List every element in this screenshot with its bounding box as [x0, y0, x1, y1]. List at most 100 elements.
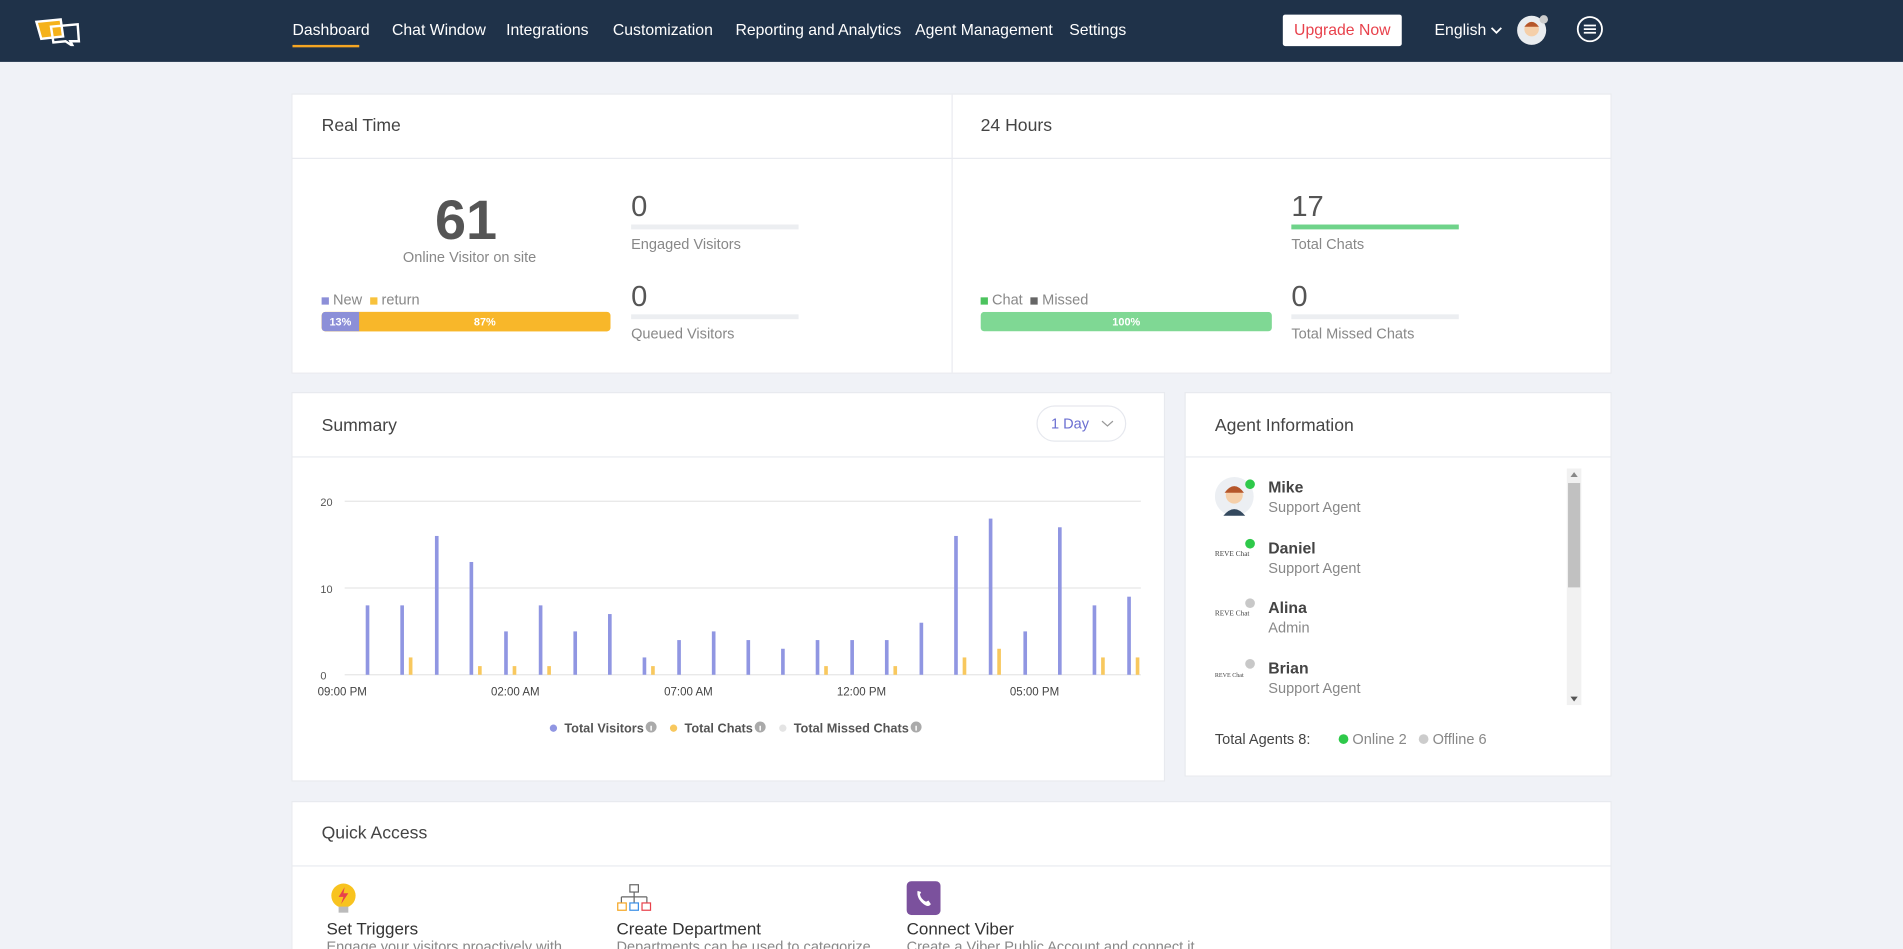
chevron [1491, 25, 1503, 35]
swatch [322, 297, 329, 304]
bar [885, 640, 889, 675]
upgrade-button[interactable]: Upgrade Now [1283, 15, 1402, 47]
department-icon[interactable] [617, 884, 653, 916]
value: 0 [631, 280, 647, 314]
nav-item[interactable]: Integrations [506, 21, 588, 39]
scroll-up[interactable] [1569, 471, 1579, 478]
agent-card: Agent Information Mike Support Agent REVE … [1185, 392, 1612, 777]
menu-icon[interactable] [1577, 16, 1606, 45]
value: 0 [1291, 280, 1307, 314]
nav-item[interactable]: Dashboard [292, 21, 369, 39]
viber-icon[interactable] [907, 881, 941, 915]
info-icon-bar [759, 726, 760, 731]
bar [643, 657, 647, 674]
bar [547, 666, 551, 675]
bar [677, 640, 681, 675]
x-tick-label: 07:00 AM [664, 686, 713, 698]
bar [1023, 631, 1027, 674]
quick-description: Engage your visitors proactively with [326, 938, 562, 949]
agent-logo: REVE Chat [1215, 673, 1244, 679]
agent-avatar [1215, 476, 1256, 517]
quick-description: Departments can be used to categorize [617, 938, 871, 949]
share-segment: 100% [981, 312, 1272, 331]
legend-label: return [382, 291, 420, 308]
share-label: 13% [329, 316, 351, 328]
bar [608, 614, 612, 675]
value: 0 [631, 191, 647, 225]
summary-card: Summary 1 Day 0102009:00 PM02:00 AM07:00… [291, 392, 1165, 782]
label: Total Chats [1291, 235, 1364, 252]
online-visitors: 61 [403, 187, 529, 253]
language-select[interactable]: English [1435, 21, 1503, 39]
status-dot [1245, 598, 1255, 608]
card-title: Quick Access [322, 824, 428, 843]
agent-name: Brian [1268, 658, 1308, 676]
agent-avatar: REVE Chat [1215, 656, 1256, 697]
quick-title[interactable]: Connect Viber [907, 919, 1014, 938]
share-segment: 87% [359, 312, 610, 331]
label: Queued Visitors [631, 325, 734, 342]
legend-label: Missed [1042, 291, 1088, 308]
agent-role: Admin [1268, 619, 1309, 636]
legend-label: Total Chats [684, 720, 752, 735]
card-title: Agent Information [1215, 416, 1354, 435]
agent-role: Support Agent [1268, 679, 1360, 696]
y-tick-label: 10 [320, 584, 332, 596]
share-bar: 100% [981, 312, 1272, 331]
quick-title[interactable]: Create Department [617, 919, 762, 938]
value: 17 [1291, 191, 1323, 225]
bar [1101, 657, 1105, 674]
bar [893, 666, 897, 675]
y-tick-label: 0 [320, 671, 326, 683]
top-nav: Dashboard Chat Window Integrations Customiz… [0, 0, 1903, 62]
nav-item[interactable]: Settings [1069, 21, 1126, 39]
bar [781, 649, 785, 675]
agent-name: Mike [1268, 478, 1303, 496]
meter [631, 225, 798, 230]
legend-swatch [670, 725, 677, 732]
scroll-down[interactable] [1569, 695, 1579, 702]
bar [920, 623, 924, 675]
bar [573, 631, 577, 674]
share-label: 100% [1112, 316, 1140, 328]
trigger-icon[interactable] [329, 882, 358, 916]
online-count: Online 2 Offline 6 [1339, 731, 1487, 748]
label: Online Visitor on site [403, 249, 529, 266]
summary-chart: 0102009:00 PM02:00 AM07:00 AM12:00 PM05:… [292, 393, 1163, 780]
language[interactable]: English [1435, 21, 1487, 39]
meter [1291, 314, 1458, 319]
dot [1419, 734, 1429, 744]
swatch [981, 297, 988, 304]
legend-label: Total Missed Chats [794, 720, 909, 735]
agent-logo: REVE Chat [1215, 550, 1250, 557]
bar [997, 649, 1001, 675]
user-avatar[interactable] [1517, 15, 1551, 47]
legend-swatch [779, 725, 786, 732]
scrollbar[interactable] [1567, 468, 1582, 705]
bar [478, 666, 482, 675]
bar [712, 631, 716, 674]
bar [963, 657, 967, 674]
x-tick-label: 02:00 AM [491, 686, 540, 698]
bar [954, 536, 958, 675]
dot [1339, 734, 1349, 744]
active-underline [292, 45, 359, 47]
agent-name: Daniel [1268, 538, 1315, 556]
scroll-thumb[interactable] [1568, 483, 1580, 587]
info-icon-bar [650, 726, 651, 731]
share-bar: 13% 87% [322, 312, 611, 331]
legend-label: Total Visitors [564, 720, 644, 735]
nav-item[interactable]: Customization [613, 21, 713, 39]
bar [409, 657, 413, 674]
status-dot [1245, 658, 1255, 668]
x-tick-label: 05:00 PM [1010, 686, 1059, 698]
logo[interactable] [34, 17, 83, 46]
nav-item[interactable]: Reporting and Analytics [735, 21, 901, 39]
nav-item[interactable]: Agent Management [915, 21, 1053, 39]
nav-item[interactable]: Chat Window [392, 21, 486, 39]
quick-title[interactable]: Set Triggers [326, 919, 418, 938]
divider [1186, 456, 1611, 457]
bar [539, 605, 543, 674]
